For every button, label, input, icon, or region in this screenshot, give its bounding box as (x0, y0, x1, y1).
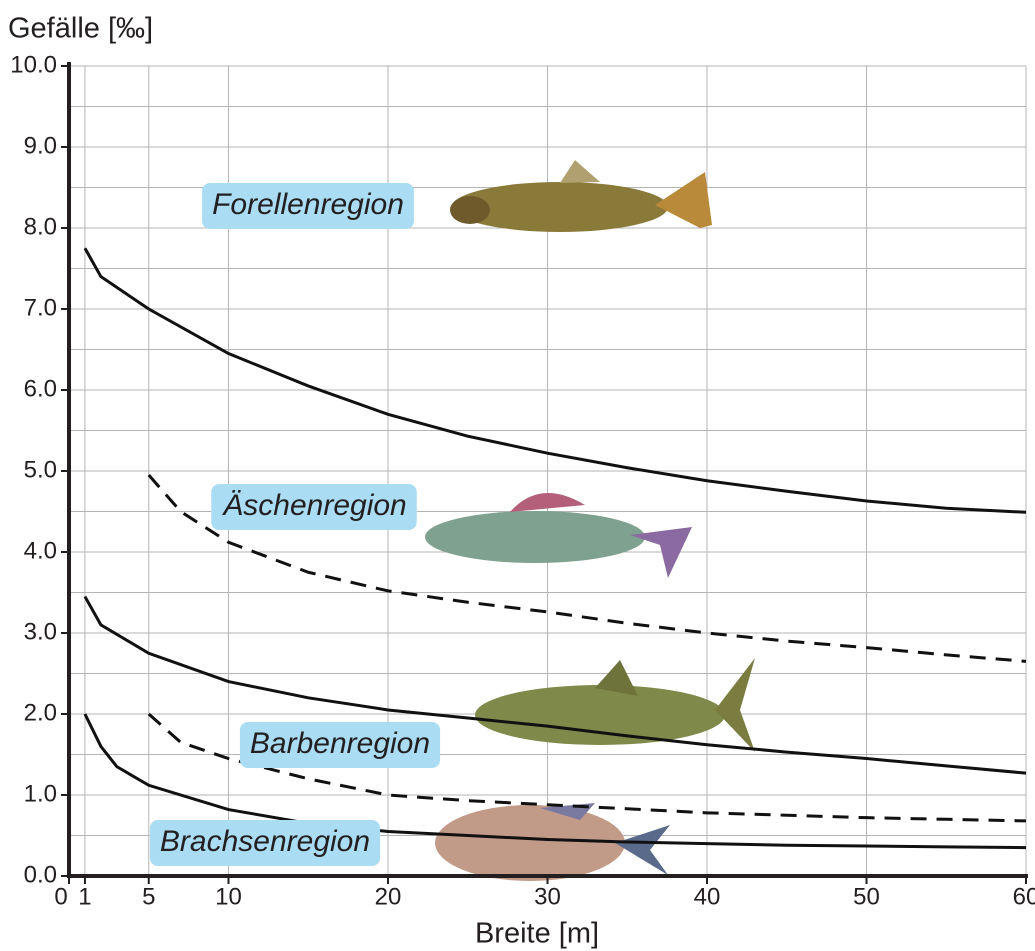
x-tick-label: 5 (142, 883, 155, 910)
y-tick-label: 3.0 (24, 618, 57, 645)
x-tick-label: 40 (694, 883, 721, 910)
annotation: Äschenregion (221, 489, 406, 522)
x-tick-label: 20 (375, 883, 402, 910)
x-tick-label: 10 (215, 883, 242, 910)
x-tick-label: 1 (78, 883, 91, 910)
annotation: Brachsenregion (160, 825, 370, 858)
x-tick-label: 60 (1013, 883, 1035, 910)
y-tick-label: 5.0 (24, 456, 57, 483)
x-tick-label: 30 (534, 883, 561, 910)
grayling (425, 493, 692, 578)
y-tick-label: 4.0 (24, 537, 57, 564)
annotation: Barbenregion (250, 727, 430, 760)
y-tick-label: 6.0 (24, 375, 57, 402)
y-tick-label: 0.0 (24, 861, 57, 888)
y-tick-label: 8.0 (24, 213, 57, 240)
y-tick-label: 1.0 (24, 780, 57, 807)
y-tick-label: 9.0 (24, 132, 57, 159)
line-series (85, 597, 1026, 774)
y-axis-title: Gefälle [‰] (8, 13, 153, 45)
y-tick-label: 10.0 (10, 51, 57, 78)
y-tick-label: 2.0 (24, 699, 57, 726)
chart: Gefälle [‰] Breite [m] 0.0 1.0 2.0 3.0 4.0 5.… (0, 0, 1035, 951)
annotation: Forellenregion (212, 188, 404, 221)
trout (450, 160, 712, 232)
x-axis-title: Breite [m] (475, 918, 599, 950)
barbel (475, 658, 755, 752)
x-tick-label: 0 (54, 883, 67, 910)
line-series (85, 248, 1026, 512)
y-tick-label: 7.0 (24, 294, 57, 321)
x-tick-label: 50 (853, 883, 880, 910)
